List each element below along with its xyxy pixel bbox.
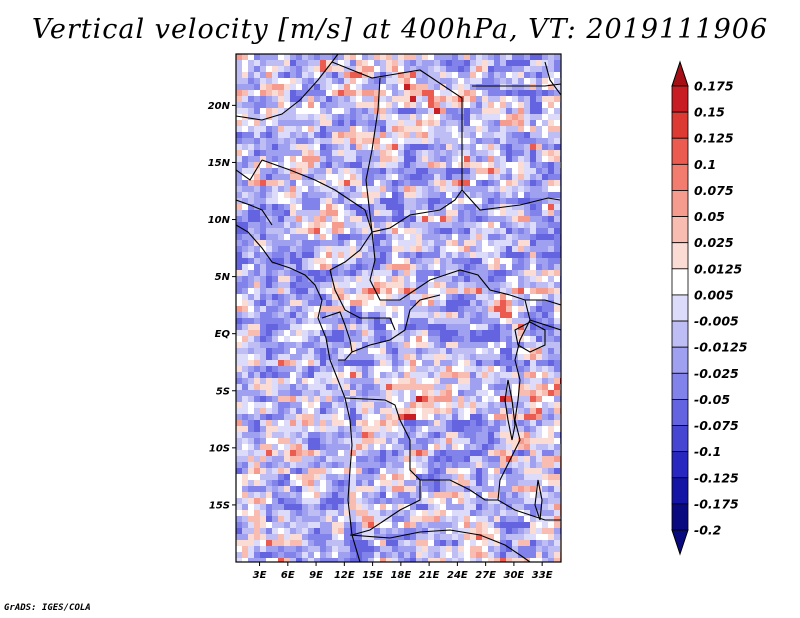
country-borders <box>236 54 561 562</box>
lon-tick-label: 33E <box>532 570 553 581</box>
colorbar-level-label: -0.075 <box>694 418 739 433</box>
colorbar-level-label: -0.0125 <box>694 340 748 355</box>
lon-tick-label: 15E <box>362 570 383 581</box>
colorbar-level-label: -0.2 <box>694 523 721 538</box>
colorbar-level-label: -0.025 <box>694 366 739 381</box>
border-chad <box>365 77 526 301</box>
border-west-2 <box>236 199 273 226</box>
colorbar-level-label: 0.1 <box>694 157 716 172</box>
lat-tick-label: 10N <box>208 215 231 226</box>
colorbar-swatch <box>671 111 689 139</box>
lat-tick-label: EQ <box>215 329 231 340</box>
lat-tick-label: 5S <box>216 386 230 397</box>
lon-tick-label: 24E <box>447 570 468 581</box>
map-frame <box>235 53 562 563</box>
colorbar-swatch <box>671 320 689 348</box>
grads-credit: GrADS: IGES/COLA <box>4 603 91 613</box>
lake-tanganyika <box>504 379 516 441</box>
colorbar-swatch <box>671 294 689 322</box>
longitude-ticks: 3E 6E 9E 12E 15E 18E 21E 24E 27E 30E 33E <box>253 562 553 581</box>
colorbar-swatch <box>671 503 689 531</box>
lon-tick-label: 6E <box>281 570 295 581</box>
border-south <box>349 529 531 562</box>
border-drc-east <box>497 299 531 501</box>
latitude-ticks: 20N 15N 10N 5N EQ 5S 10S 15S <box>208 101 236 511</box>
border-sudan <box>461 189 561 211</box>
colorbar-level-label: 0.125 <box>694 131 734 146</box>
colorbar-level-label: 0.005 <box>694 287 734 302</box>
border-cameroon <box>329 269 396 331</box>
colorbar-swatch <box>671 242 689 270</box>
border-angola <box>344 397 421 536</box>
lon-tick-label: 30E <box>504 570 525 581</box>
colorbar-swatch <box>671 477 689 505</box>
lon-tick-label: 27E <box>475 570 496 581</box>
colorbar-swatch <box>671 137 689 165</box>
colorbar-level-label: 0.05 <box>694 209 725 224</box>
border-north-2 <box>331 61 463 233</box>
border-nigeria <box>261 159 373 271</box>
border-congo <box>351 294 441 353</box>
colorbar-swatch <box>671 346 689 374</box>
lon-tick-label: 18E <box>390 570 411 581</box>
colorbar-swatch <box>671 163 689 191</box>
colorbar-level-label: 0.175 <box>694 79 734 94</box>
lat-tick-label: 15N <box>208 158 231 169</box>
border-west-1 <box>236 159 263 181</box>
lon-tick-label: 9E <box>309 570 323 581</box>
velocity-field <box>236 54 561 562</box>
colorbar-level-label: -0.125 <box>694 470 739 485</box>
colorbar-level-label: -0.05 <box>694 392 730 407</box>
chart-title: Vertical velocity [m/s] at 400hPa, VT: 2… <box>31 14 769 45</box>
colorbar-swatch <box>671 216 689 244</box>
colorbar-swatch <box>671 372 689 400</box>
lake-malawi <box>534 479 543 521</box>
colorbar-level-label: -0.1 <box>694 444 721 459</box>
colorbar-max-arrow <box>671 60 689 87</box>
lat-tick-label: 15S <box>209 500 230 511</box>
colorbar-swatch <box>671 268 689 296</box>
colorbar-level-label: 0.0125 <box>694 261 743 276</box>
red-sea-coast <box>544 61 561 96</box>
colorbar-level-label: 0.075 <box>694 183 734 198</box>
border-east-1 <box>472 83 561 87</box>
colorbar-level-label: 0.15 <box>694 105 725 120</box>
lat-tick-label: 10S <box>209 443 230 454</box>
border-east-2 <box>525 299 561 306</box>
colorbar-swatch <box>671 85 689 113</box>
lat-tick-label: 20N <box>208 101 231 112</box>
colorbar-swatch <box>671 425 689 453</box>
border-gabon <box>321 311 353 361</box>
colorbar-level-label: 0.025 <box>694 235 734 250</box>
colorbar-swatch <box>671 190 689 217</box>
lake-victoria <box>514 321 546 353</box>
colorbar-swatch <box>671 399 689 426</box>
coastline-west <box>236 224 361 562</box>
lon-tick-label: 3E <box>253 570 267 581</box>
colorbar-level-label: -0.005 <box>694 314 739 329</box>
colorbar-min-arrow <box>671 529 689 556</box>
lon-tick-label: 12E <box>334 570 355 581</box>
colorbar: 0.175 0.15 0.125 0.1 0.075 0.05 0.025 0.0125 0.0… <box>671 60 748 556</box>
colorbar-swatch <box>671 451 689 479</box>
border-east-3 <box>529 319 561 331</box>
lon-tick-label: 21E <box>419 570 440 581</box>
lat-tick-label: 5N <box>215 272 231 283</box>
colorbar-level-label: -0.175 <box>694 496 739 511</box>
